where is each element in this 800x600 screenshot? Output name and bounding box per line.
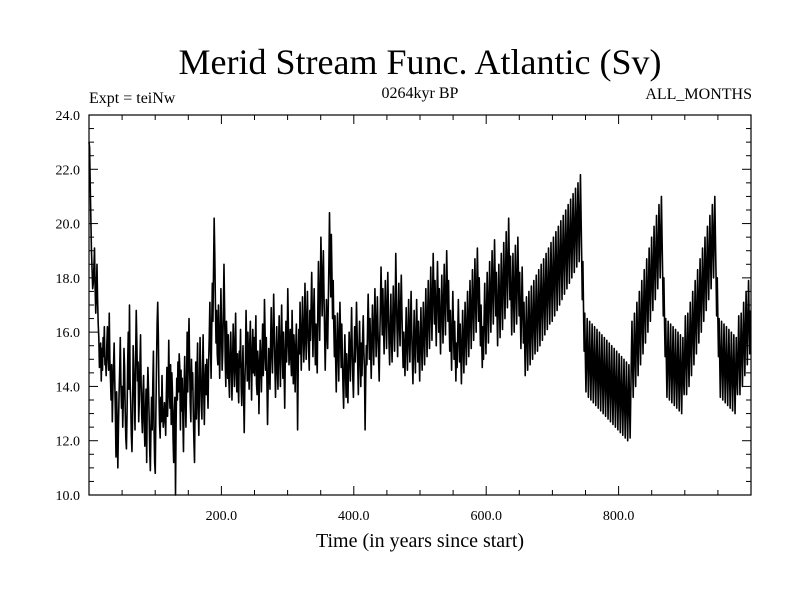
- period-label: 0264kyr BP: [382, 85, 459, 102]
- y-tick-label: 14.0: [56, 380, 81, 395]
- y-tick-label: 16.0: [56, 326, 81, 341]
- months-label: ALL_MONTHS: [645, 86, 752, 103]
- plot-frame: [88, 114, 752, 496]
- chart-title: Merid Stream Func. Atlantic (Sv): [179, 42, 662, 82]
- x-tick-label: 600.0: [470, 509, 502, 524]
- plot-area: [88, 114, 752, 496]
- x-tick-label: 200.0: [206, 509, 238, 524]
- y-axis: 10.0 12.0 14.0 16.0 18.0 20.0 22.0 24.0: [56, 109, 751, 504]
- y-tick-label: 24.0: [56, 109, 81, 124]
- experiment-label: Expt = teiNw: [89, 90, 176, 107]
- y-tick-label: 12.0: [56, 435, 81, 450]
- y-tick-label: 18.0: [56, 272, 81, 287]
- y-tick-label: 20.0: [56, 218, 81, 233]
- x-axis-title: Time (in years since start): [316, 530, 524, 552]
- x-tick-label: 400.0: [338, 509, 370, 524]
- y-tick-label: 22.0: [56, 163, 81, 178]
- x-tick-label: 800.0: [603, 509, 635, 524]
- series-line: [88, 142, 752, 496]
- x-axis: 200.0 400.0 600.0 800.0: [121, 115, 719, 524]
- y-tick-label: 10.0: [56, 489, 81, 504]
